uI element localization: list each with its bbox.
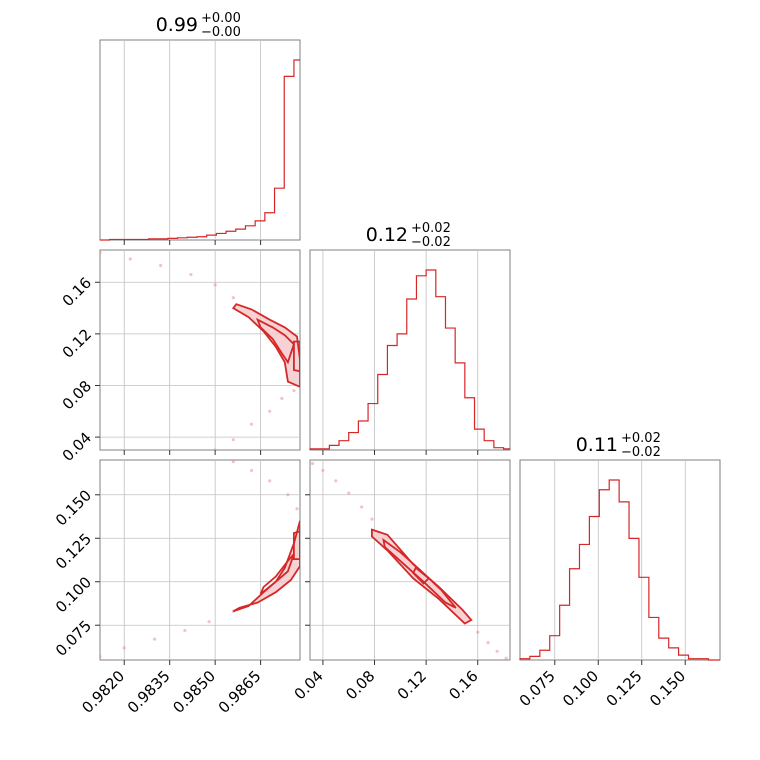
- contour-level-2: [259, 553, 295, 595]
- contour-level-1: [231, 303, 300, 388]
- tick-label-x: 0.12: [394, 667, 430, 703]
- scatter-point: [122, 646, 126, 650]
- scatter-point: [159, 263, 163, 268]
- title-p3-median: 0.11: [576, 434, 618, 456]
- tick-label-x: 0.150: [646, 667, 689, 710]
- title-p1-minus: −0.00: [201, 25, 241, 40]
- scatter-point: [268, 479, 272, 483]
- histogram-p2: [309, 269, 510, 450]
- tick-label-y: 0.075: [52, 617, 95, 660]
- contour-level-2: [382, 537, 457, 609]
- histogram-panel-p2: [309, 249, 511, 455]
- title-p1: 0.99 +0.00 −0.00: [156, 11, 241, 40]
- panel-contents: [100, 460, 300, 659]
- scatter-point: [213, 283, 217, 287]
- scatter-point: [231, 460, 235, 464]
- tick-label-x: 0.075: [516, 667, 559, 710]
- scatter-point: [347, 491, 351, 495]
- scatter-point: [249, 468, 254, 473]
- contour-level-2: [255, 317, 295, 365]
- scatter-panel-p1-p2: 0.04 0.08 0.12 0.16: [59, 249, 301, 465]
- tick-label-y: 0.150: [52, 486, 95, 529]
- contour-level-3: [292, 340, 300, 373]
- histogram-panel-p3: 0.075 0.100 0.125 0.150: [516, 459, 721, 710]
- scatter-point: [334, 479, 338, 483]
- tick-label-y: 0.04: [59, 429, 95, 465]
- tick-label-x: 0.100: [559, 667, 602, 710]
- scatter-point: [321, 468, 325, 473]
- scatter-point: [100, 250, 102, 255]
- scatter-point: [207, 620, 211, 624]
- panel-frame: [309, 459, 511, 661]
- title-p3: 0.11 +0.02 −0.02: [576, 431, 661, 460]
- title-p2-median: 0.12: [366, 224, 408, 246]
- scatter-point: [128, 257, 132, 261]
- scatter-point: [370, 517, 374, 521]
- scatter-point: [486, 641, 490, 645]
- scatter-point: [268, 409, 272, 413]
- scatter-point: [100, 654, 102, 659]
- histogram-p1: [100, 59, 300, 241]
- scatter-point: [504, 656, 508, 660]
- scatter-point: [231, 296, 235, 300]
- panel-contents: [310, 461, 508, 660]
- contour-level-1: [370, 528, 473, 625]
- tick-label-y: 0.100: [52, 573, 95, 616]
- title-p1-median: 0.99: [156, 14, 198, 36]
- panel-contents: [100, 250, 300, 450]
- scatter-point: [280, 396, 284, 400]
- tick-label-x: 0.9865: [215, 667, 265, 717]
- tick-label-y: 0.16: [59, 274, 95, 310]
- title-p2-plus: +0.02: [411, 221, 451, 236]
- tick-label-x: 0.9820: [78, 667, 128, 717]
- tick-label-y: 0.08: [59, 377, 95, 413]
- histogram-p3: [519, 479, 720, 661]
- contour-level-3: [412, 566, 431, 585]
- scatter-point: [189, 272, 193, 277]
- scatter-point: [249, 422, 254, 426]
- tick-label-x: 0.9850: [169, 667, 219, 717]
- scatter-point: [286, 493, 290, 497]
- scatter-point: [360, 505, 364, 509]
- histogram-panel-p1: [99, 39, 301, 245]
- title-p3-minus: −0.02: [621, 445, 661, 460]
- contour-level-3: [292, 530, 300, 560]
- tick-label-x: 0.04: [291, 667, 327, 703]
- panel-frame: [309, 249, 511, 451]
- title-p1-plus: +0.00: [201, 11, 241, 26]
- scatter-point: [310, 461, 315, 466]
- title-p2-minus: −0.02: [411, 235, 451, 250]
- tick-label-y: 0.12: [59, 325, 95, 361]
- scatter-point: [495, 649, 499, 653]
- scatter-point: [292, 389, 296, 393]
- scatter-point: [183, 628, 187, 633]
- tick-label-y: 0.125: [52, 530, 95, 573]
- scatter-panel-p2-p3: 0.04 0.08 0.12 0.16: [291, 459, 511, 703]
- scatter-point: [152, 637, 157, 641]
- scatter-point: [476, 630, 480, 634]
- panel-frame: [99, 249, 301, 451]
- scatter-point: [213, 448, 217, 450]
- tick-label-x: 0.08: [342, 667, 378, 703]
- title-p2: 0.12 +0.02 −0.02: [366, 221, 451, 250]
- tick-label-x: 0.9835: [124, 667, 174, 717]
- scatter-point: [231, 438, 235, 442]
- scatter-point: [295, 507, 299, 511]
- title-p3-plus: +0.02: [621, 431, 661, 446]
- tick-label-x: 0.125: [603, 667, 646, 710]
- tick-label-x: 0.16: [445, 667, 481, 703]
- panel-frame: [519, 459, 721, 661]
- panel-frame: [99, 459, 301, 661]
- panel-frame: [99, 39, 301, 241]
